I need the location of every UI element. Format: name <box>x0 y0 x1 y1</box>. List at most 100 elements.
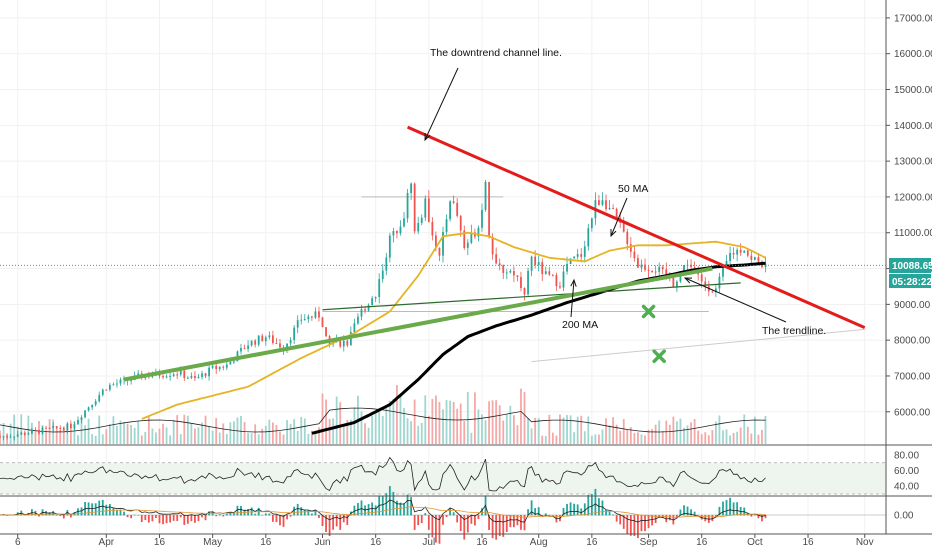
volume-bar <box>378 412 381 444</box>
macd-histogram-bar <box>590 493 593 516</box>
candle-body <box>357 316 359 324</box>
macd-histogram-bar <box>761 515 763 522</box>
macd-histogram-bar <box>668 515 671 521</box>
volume-bar <box>112 416 115 444</box>
candle-body <box>714 288 717 293</box>
macd-histogram-bar <box>392 491 395 516</box>
volume-bar <box>590 435 593 444</box>
volume-bar <box>23 432 26 444</box>
macd-histogram-bar <box>98 500 101 516</box>
rsi-tick-label: 40.00 <box>894 482 919 493</box>
candle-body <box>442 232 444 256</box>
volume-bar <box>197 427 200 444</box>
candle-body <box>488 182 490 237</box>
macd-histogram-bar <box>240 505 242 516</box>
candle-body <box>438 247 441 256</box>
volume-bar <box>374 413 377 444</box>
volume-bar <box>714 421 717 444</box>
candle-body <box>736 249 739 255</box>
volume-bar <box>190 423 193 444</box>
macd-histogram-bar <box>637 515 639 539</box>
volume-bar <box>637 432 639 444</box>
volume-bar <box>722 430 724 444</box>
upper-support-line <box>322 282 741 311</box>
candle-body <box>52 426 55 428</box>
candle-body <box>516 275 519 278</box>
volume-bar <box>151 428 154 444</box>
macd-histogram-bar <box>357 502 359 516</box>
candle-body <box>360 309 363 317</box>
macd-histogram-bar <box>406 494 409 516</box>
macd-histogram-bar <box>215 515 218 517</box>
macd-histogram-bar <box>523 515 526 531</box>
volume-bar <box>601 429 604 444</box>
macd-histogram-bar <box>275 515 278 523</box>
candle-body <box>346 340 349 346</box>
rsi-tick-label: 60.00 <box>894 466 919 477</box>
volume-bar <box>502 420 505 444</box>
candle-body <box>190 375 193 378</box>
volume-bar <box>739 427 742 444</box>
volume-bar <box>144 431 147 444</box>
macd-histogram-bar <box>605 509 607 516</box>
macd-histogram-bar <box>413 515 416 530</box>
macd-histogram-bar <box>229 512 232 516</box>
volume-bar <box>303 418 306 444</box>
volume-bar <box>530 428 533 444</box>
candle-body <box>59 427 62 429</box>
volume-bar <box>686 425 689 444</box>
volume-bar <box>406 418 409 444</box>
macd-histogram-bar <box>371 502 374 516</box>
macd-histogram-bar <box>62 515 65 519</box>
ma200-line <box>311 261 766 435</box>
candle-body <box>640 264 643 268</box>
macd-histogram-bar <box>732 502 735 516</box>
candle-body <box>116 383 118 385</box>
macd-histogram-bar <box>268 513 271 516</box>
volume-bar <box>463 421 466 444</box>
target-x-icon <box>641 304 656 319</box>
volume-bar <box>186 415 189 444</box>
macd-line <box>0 499 766 523</box>
volume-bar <box>672 416 675 444</box>
annotation-ma200: 200 MA <box>562 319 598 331</box>
candle-body <box>690 264 692 268</box>
candle-body <box>615 208 618 219</box>
candle-body <box>275 343 278 345</box>
trend-lines <box>322 196 865 363</box>
macd-histogram-bar <box>615 515 618 522</box>
candle-body <box>310 316 313 318</box>
volume-bar <box>427 415 430 444</box>
macd-histogram-bar <box>314 510 317 516</box>
price-tick-label: 9000.00 <box>894 300 931 311</box>
volume-bar <box>94 435 97 444</box>
macd-histogram-bar <box>449 507 451 516</box>
volume-bar <box>318 427 320 444</box>
candle-body <box>484 182 487 210</box>
candle-body <box>101 389 104 395</box>
volume-bar <box>626 430 629 444</box>
lower-channel-line <box>531 328 865 363</box>
candle-body <box>470 232 473 243</box>
volume-bar <box>254 424 257 444</box>
candle-body <box>271 335 274 344</box>
volume-bar <box>9 423 12 444</box>
candle-body <box>424 198 427 218</box>
candle-body <box>608 208 611 210</box>
candle-body <box>413 183 416 232</box>
candle-body <box>172 374 175 376</box>
macd-histogram-bar <box>374 505 377 516</box>
candle-body <box>201 373 203 377</box>
volume-bar <box>250 433 253 444</box>
volume-bar <box>743 414 746 444</box>
macd-histogram-bar <box>307 510 310 516</box>
volume-bar <box>651 429 653 444</box>
candle-body <box>495 254 498 264</box>
volume-bar <box>505 414 508 444</box>
volume-bar <box>647 429 650 444</box>
candle-body <box>512 270 515 276</box>
volume-bar <box>77 435 79 444</box>
annotation-arrow <box>684 277 787 323</box>
